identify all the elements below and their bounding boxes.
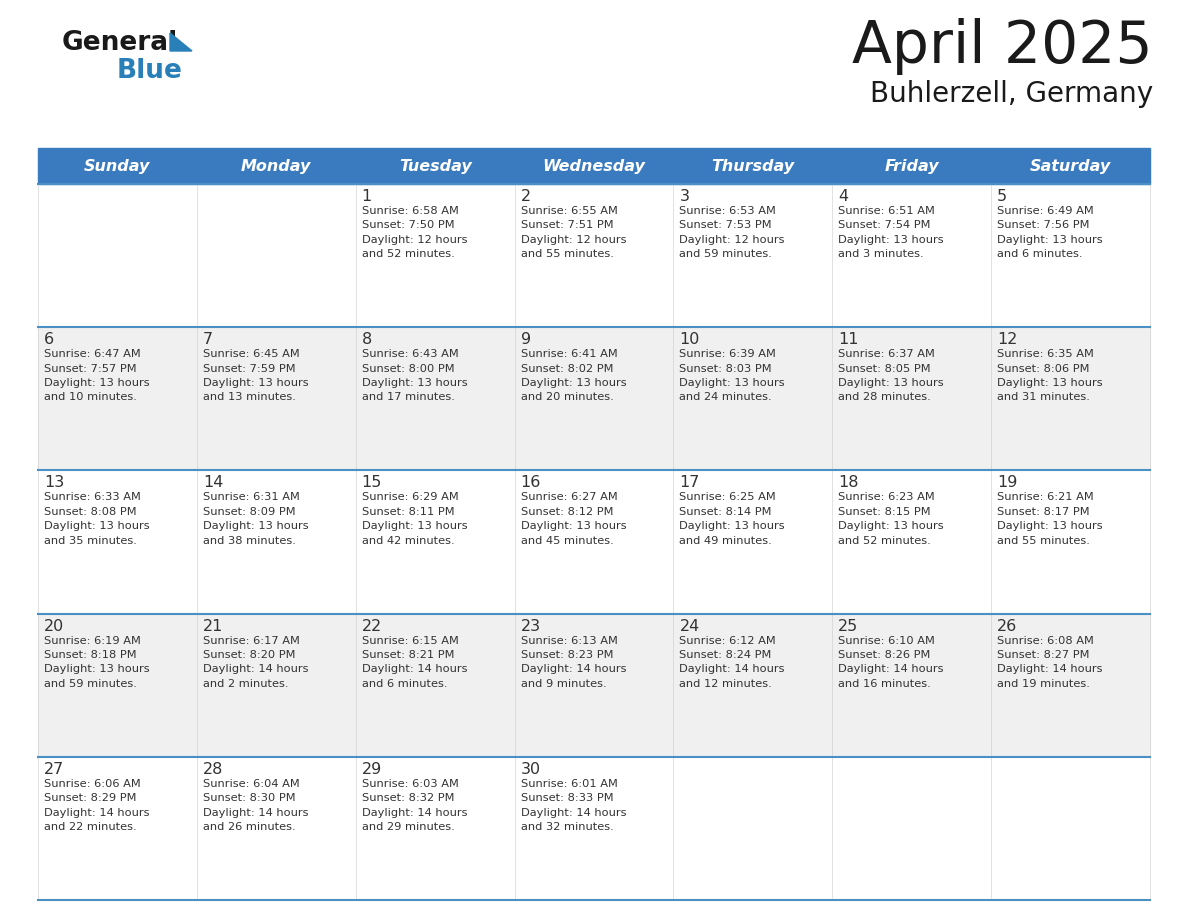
Text: 22: 22 [361,619,383,633]
Text: Sunrise: 6:21 AM
Sunset: 8:17 PM
Daylight: 13 hours
and 55 minutes.: Sunrise: 6:21 AM Sunset: 8:17 PM Dayligh… [997,492,1102,545]
Bar [38,148,1150,184]
Text: 12: 12 [997,332,1017,347]
Text: Sunrise: 6:43 AM
Sunset: 8:00 PM
Daylight: 13 hours
and 17 minutes.: Sunrise: 6:43 AM Sunset: 8:00 PM Dayligh… [361,349,467,402]
Text: Blue: Blue [116,58,183,84]
Text: 9: 9 [520,332,531,347]
Text: 1: 1 [361,189,372,204]
Text: Sunrise: 6:31 AM
Sunset: 8:09 PM
Daylight: 13 hours
and 38 minutes.: Sunrise: 6:31 AM Sunset: 8:09 PM Dayligh… [203,492,309,545]
Text: 4: 4 [839,189,848,204]
Text: Sunrise: 6:37 AM
Sunset: 8:05 PM
Daylight: 13 hours
and 28 minutes.: Sunrise: 6:37 AM Sunset: 8:05 PM Dayligh… [839,349,944,402]
Text: Wednesday: Wednesday [543,159,645,174]
Text: Sunrise: 6:15 AM
Sunset: 8:21 PM
Daylight: 14 hours
and 6 minutes.: Sunrise: 6:15 AM Sunset: 8:21 PM Dayligh… [361,635,467,688]
Text: 26: 26 [997,619,1017,633]
Text: Sunrise: 6:51 AM
Sunset: 7:54 PM
Daylight: 13 hours
and 3 minutes.: Sunrise: 6:51 AM Sunset: 7:54 PM Dayligh… [839,206,944,259]
Text: 17: 17 [680,476,700,490]
Text: 15: 15 [361,476,383,490]
Text: 20: 20 [44,619,64,633]
Text: Sunrise: 6:03 AM
Sunset: 8:32 PM
Daylight: 14 hours
and 29 minutes.: Sunrise: 6:03 AM Sunset: 8:32 PM Dayligh… [361,778,467,832]
Text: 7: 7 [203,332,213,347]
Text: Sunrise: 6:29 AM
Sunset: 8:11 PM
Daylight: 13 hours
and 42 minutes.: Sunrise: 6:29 AM Sunset: 8:11 PM Dayligh… [361,492,467,545]
Text: 23: 23 [520,619,541,633]
Text: Sunrise: 6:33 AM
Sunset: 8:08 PM
Daylight: 13 hours
and 35 minutes.: Sunrise: 6:33 AM Sunset: 8:08 PM Dayligh… [44,492,150,545]
Text: 21: 21 [203,619,223,633]
Text: Buhlerzell, Germany: Buhlerzell, Germany [870,80,1154,108]
Polygon shape [170,33,192,51]
Bar [38,327,1150,470]
Text: Thursday: Thursday [712,159,795,174]
Text: Friday: Friday [884,159,939,174]
Text: 24: 24 [680,619,700,633]
Text: Sunrise: 6:12 AM
Sunset: 8:24 PM
Daylight: 14 hours
and 12 minutes.: Sunrise: 6:12 AM Sunset: 8:24 PM Dayligh… [680,635,785,688]
Text: Sunrise: 6:55 AM
Sunset: 7:51 PM
Daylight: 12 hours
and 55 minutes.: Sunrise: 6:55 AM Sunset: 7:51 PM Dayligh… [520,206,626,259]
Text: 30: 30 [520,762,541,777]
Text: Sunrise: 6:06 AM
Sunset: 8:29 PM
Daylight: 14 hours
and 22 minutes.: Sunrise: 6:06 AM Sunset: 8:29 PM Dayligh… [44,778,150,832]
Text: 28: 28 [203,762,223,777]
Text: Saturday: Saturday [1030,159,1111,174]
Text: Monday: Monday [241,159,311,174]
Text: Sunrise: 6:13 AM
Sunset: 8:23 PM
Daylight: 14 hours
and 9 minutes.: Sunrise: 6:13 AM Sunset: 8:23 PM Dayligh… [520,635,626,688]
Text: Sunrise: 6:47 AM
Sunset: 7:57 PM
Daylight: 13 hours
and 10 minutes.: Sunrise: 6:47 AM Sunset: 7:57 PM Dayligh… [44,349,150,402]
Text: 3: 3 [680,189,689,204]
Text: 13: 13 [44,476,64,490]
Text: 2: 2 [520,189,531,204]
Bar [38,184,1150,327]
Text: Tuesday: Tuesday [399,159,472,174]
Text: Sunrise: 6:53 AM
Sunset: 7:53 PM
Daylight: 12 hours
and 59 minutes.: Sunrise: 6:53 AM Sunset: 7:53 PM Dayligh… [680,206,785,259]
Text: 8: 8 [361,332,372,347]
Text: 19: 19 [997,476,1017,490]
Text: General: General [62,30,178,56]
Text: 5: 5 [997,189,1007,204]
Text: Sunrise: 6:27 AM
Sunset: 8:12 PM
Daylight: 13 hours
and 45 minutes.: Sunrise: 6:27 AM Sunset: 8:12 PM Dayligh… [520,492,626,545]
Text: Sunrise: 6:04 AM
Sunset: 8:30 PM
Daylight: 14 hours
and 26 minutes.: Sunrise: 6:04 AM Sunset: 8:30 PM Dayligh… [203,778,309,832]
Text: Sunrise: 6:49 AM
Sunset: 7:56 PM
Daylight: 13 hours
and 6 minutes.: Sunrise: 6:49 AM Sunset: 7:56 PM Dayligh… [997,206,1102,259]
Text: Sunrise: 6:23 AM
Sunset: 8:15 PM
Daylight: 13 hours
and 52 minutes.: Sunrise: 6:23 AM Sunset: 8:15 PM Dayligh… [839,492,944,545]
Text: April 2025: April 2025 [852,18,1154,75]
Text: Sunday: Sunday [84,159,151,174]
Text: Sunrise: 6:10 AM
Sunset: 8:26 PM
Daylight: 14 hours
and 16 minutes.: Sunrise: 6:10 AM Sunset: 8:26 PM Dayligh… [839,635,943,688]
Bar [38,613,1150,756]
Text: Sunrise: 6:45 AM
Sunset: 7:59 PM
Daylight: 13 hours
and 13 minutes.: Sunrise: 6:45 AM Sunset: 7:59 PM Dayligh… [203,349,309,402]
Bar [38,470,1150,613]
Text: Sunrise: 6:35 AM
Sunset: 8:06 PM
Daylight: 13 hours
and 31 minutes.: Sunrise: 6:35 AM Sunset: 8:06 PM Dayligh… [997,349,1102,402]
Text: 14: 14 [203,476,223,490]
Text: Sunrise: 6:01 AM
Sunset: 8:33 PM
Daylight: 14 hours
and 32 minutes.: Sunrise: 6:01 AM Sunset: 8:33 PM Dayligh… [520,778,626,832]
Text: 10: 10 [680,332,700,347]
Text: Sunrise: 6:25 AM
Sunset: 8:14 PM
Daylight: 13 hours
and 49 minutes.: Sunrise: 6:25 AM Sunset: 8:14 PM Dayligh… [680,492,785,545]
Text: 18: 18 [839,476,859,490]
Text: 25: 25 [839,619,859,633]
Text: 11: 11 [839,332,859,347]
Text: Sunrise: 6:58 AM
Sunset: 7:50 PM
Daylight: 12 hours
and 52 minutes.: Sunrise: 6:58 AM Sunset: 7:50 PM Dayligh… [361,206,467,259]
Text: 16: 16 [520,476,541,490]
Text: Sunrise: 6:41 AM
Sunset: 8:02 PM
Daylight: 13 hours
and 20 minutes.: Sunrise: 6:41 AM Sunset: 8:02 PM Dayligh… [520,349,626,402]
Bar [38,756,1150,900]
Text: 27: 27 [44,762,64,777]
Text: 6: 6 [44,332,55,347]
Text: Sunrise: 6:17 AM
Sunset: 8:20 PM
Daylight: 14 hours
and 2 minutes.: Sunrise: 6:17 AM Sunset: 8:20 PM Dayligh… [203,635,309,688]
Text: Sunrise: 6:19 AM
Sunset: 8:18 PM
Daylight: 13 hours
and 59 minutes.: Sunrise: 6:19 AM Sunset: 8:18 PM Dayligh… [44,635,150,688]
Text: Sunrise: 6:39 AM
Sunset: 8:03 PM
Daylight: 13 hours
and 24 minutes.: Sunrise: 6:39 AM Sunset: 8:03 PM Dayligh… [680,349,785,402]
Text: Sunrise: 6:08 AM
Sunset: 8:27 PM
Daylight: 14 hours
and 19 minutes.: Sunrise: 6:08 AM Sunset: 8:27 PM Dayligh… [997,635,1102,688]
Text: 29: 29 [361,762,383,777]
